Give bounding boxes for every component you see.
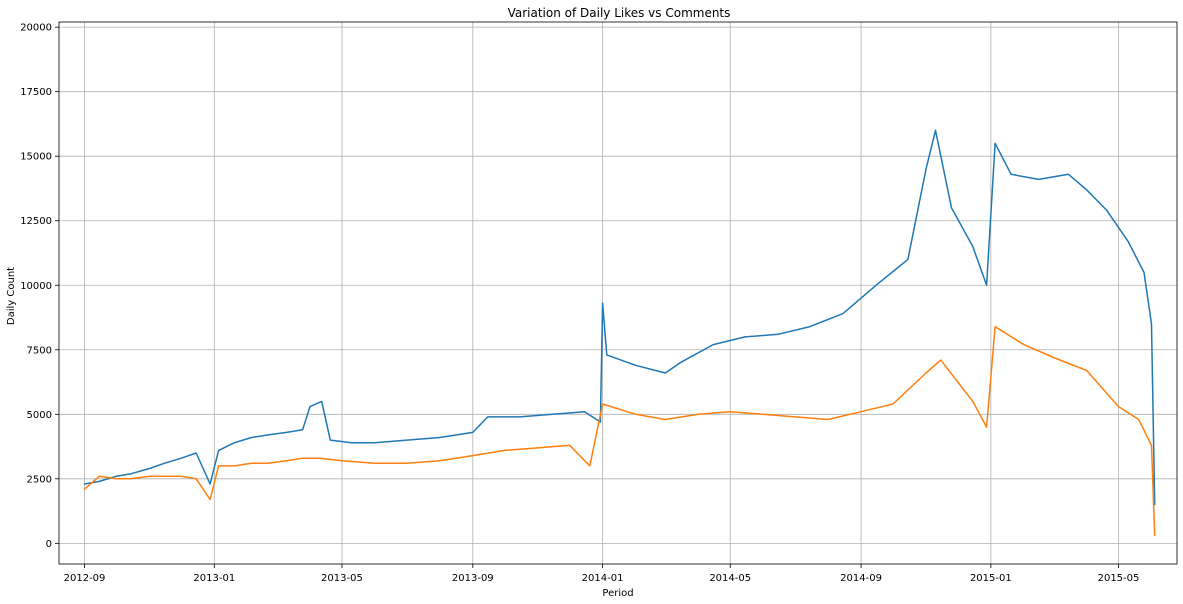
x-axis: 2012-09 2013-01 2013-05 2013-09 2014-01 2014-… [64,564,1140,584]
y-tick-label: 5000 [27,410,52,421]
chart-title: Variation of Daily Likes vs Comments [508,6,731,20]
y-tick-label: 0 [46,539,52,550]
y-tick-label: 10000 [20,281,52,292]
x-tick-label: 2014-01 [582,573,624,584]
y-tick-label: 12500 [20,216,52,227]
y-tick-label: 2500 [27,474,52,485]
y-tick-label: 20000 [20,23,52,34]
x-tick-label: 2013-05 [321,573,363,584]
series-layer [83,129,1156,537]
y-axis: 0 2500 5000 7500 10000 12500 15000 17500 20000 [20,23,59,550]
x-tick-label: 2012-09 [64,573,106,584]
x-tick-label: 2013-09 [452,573,494,584]
y-tick-label: 7500 [27,345,52,356]
x-tick-label: 2014-05 [709,573,751,584]
x-tick-label: 2014-09 [840,573,882,584]
grid [59,22,1177,564]
plot-frame [58,21,1178,565]
y-axis-label: Daily Count [6,267,17,325]
x-tick-label: 2015-01 [970,573,1012,584]
series-line-1 [83,129,1156,506]
y-tick-label: 17500 [20,87,52,98]
x-axis-label: Period [602,588,633,599]
x-tick-label: 2013-01 [193,573,235,584]
series-line-2 [83,325,1156,537]
y-tick-label: 15000 [20,152,52,163]
x-tick-label: 2015-05 [1098,573,1140,584]
